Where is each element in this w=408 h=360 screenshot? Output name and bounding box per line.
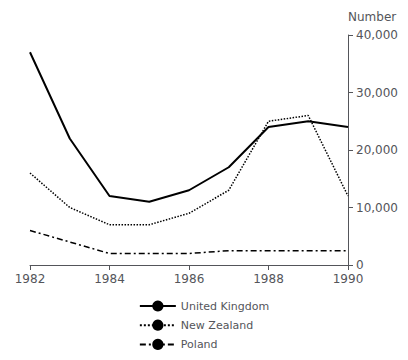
- svg-text:Poland: Poland: [181, 338, 218, 351]
- svg-text:New Zealand: New Zealand: [181, 319, 253, 332]
- svg-text:1984: 1984: [94, 272, 125, 286]
- svg-text:1982: 1982: [15, 272, 46, 286]
- svg-text:1988: 1988: [253, 272, 284, 286]
- svg-text:40,000: 40,000: [356, 28, 398, 42]
- svg-text:Number: Number: [348, 10, 396, 24]
- svg-text:0: 0: [356, 258, 364, 272]
- svg-text:10,000: 10,000: [356, 201, 398, 215]
- svg-text:United Kingdom: United Kingdom: [181, 300, 269, 313]
- svg-text:30,000: 30,000: [356, 86, 398, 100]
- svg-text:1986: 1986: [174, 272, 205, 286]
- svg-text:20,000: 20,000: [356, 143, 398, 157]
- svg-text:1990: 1990: [333, 272, 364, 286]
